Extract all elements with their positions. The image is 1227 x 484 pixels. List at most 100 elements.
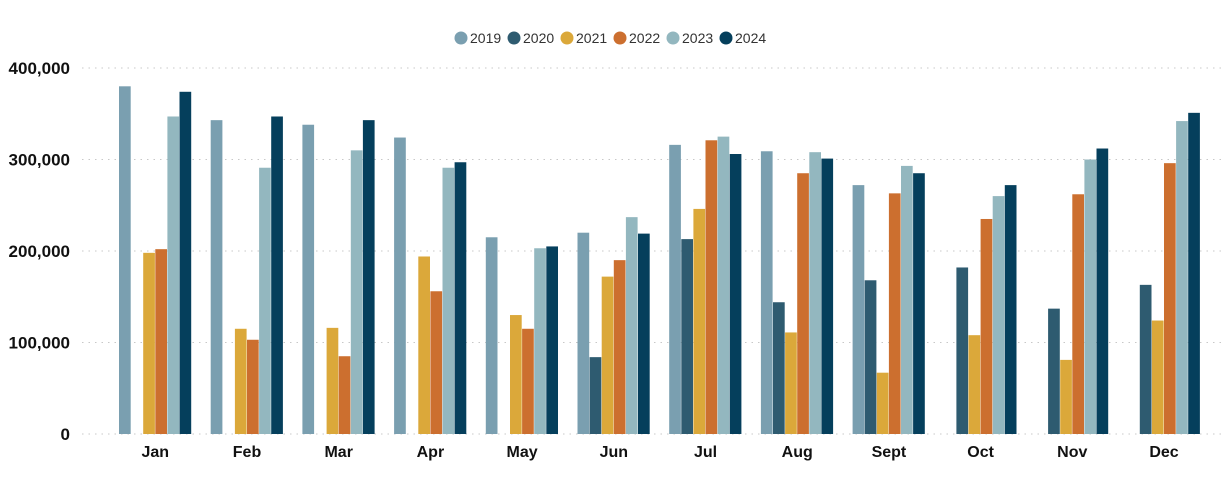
- bar-2024-jun[interactable]: [638, 233, 650, 434]
- bar-2023-aug[interactable]: [809, 152, 821, 434]
- bar-2022-may[interactable]: [522, 328, 534, 434]
- bar-2021-mar[interactable]: [326, 327, 339, 434]
- x-tick-label: Dec: [1149, 444, 1178, 461]
- bar-2024-feb[interactable]: [271, 116, 283, 435]
- bar-2020-nov[interactable]: [1048, 308, 1060, 434]
- bar-2023-feb[interactable]: [259, 167, 271, 435]
- bar-2024-nov[interactable]: [1096, 148, 1109, 434]
- bar-2021-dec[interactable]: [1151, 320, 1164, 434]
- bar-2022-sept[interactable]: [888, 193, 901, 434]
- bar-2024-dec[interactable]: [1188, 112, 1200, 435]
- legend-marker: [560, 31, 574, 45]
- bar-2022-nov[interactable]: [1072, 194, 1084, 434]
- bar-2020-dec[interactable]: [1139, 284, 1152, 434]
- bar-2021-jun[interactable]: [601, 276, 614, 434]
- bar-2023-sept[interactable]: [901, 165, 913, 434]
- legend-label: 2022: [629, 30, 660, 46]
- legend-marker: [454, 31, 468, 45]
- x-tick-label: Feb: [233, 444, 262, 461]
- legend-label: 2024: [735, 30, 766, 46]
- bar-2019-may[interactable]: [485, 237, 498, 434]
- bar-2024-jul[interactable]: [729, 154, 742, 434]
- bar-group-aug: [760, 151, 834, 434]
- bar-2021-feb[interactable]: [234, 328, 247, 434]
- y-tick-label: 300,000: [9, 151, 70, 170]
- bar-2023-nov[interactable]: [1084, 159, 1097, 435]
- legend-item-2021[interactable]: 2021: [560, 30, 608, 46]
- bar-2019-aug[interactable]: [760, 151, 773, 434]
- x-axis: Jan Feb Mar Apr May Jun Jul Aug Sept Oct Nov Dec: [142, 444, 1179, 461]
- bar-2023-jan[interactable]: [167, 116, 180, 435]
- legend-marker: [666, 31, 680, 45]
- bar-2020-aug[interactable]: [773, 302, 785, 434]
- y-tick-label: 100,000: [9, 334, 70, 353]
- bar-2019-apr[interactable]: [394, 137, 406, 435]
- bar-2021-jul[interactable]: [693, 208, 706, 434]
- bar-2020-jul[interactable]: [681, 239, 693, 434]
- legend-item-2022[interactable]: 2022: [613, 30, 661, 46]
- legend-label: 2020: [523, 30, 554, 46]
- bar-group-jun: [577, 217, 650, 434]
- bar-2023-dec[interactable]: [1176, 121, 1188, 434]
- legend-item-2019[interactable]: 2019: [454, 30, 502, 46]
- x-tick-label: Nov: [1057, 444, 1087, 461]
- bar-2023-jul[interactable]: [717, 136, 730, 434]
- bar-2022-oct[interactable]: [980, 218, 993, 434]
- bar-2019-jul[interactable]: [669, 144, 681, 435]
- bar-2020-jun[interactable]: [589, 357, 602, 434]
- bar-2022-jan[interactable]: [155, 249, 167, 434]
- bar-2021-may[interactable]: [510, 315, 522, 434]
- legend-marker: [613, 31, 627, 45]
- legend-marker: [507, 31, 521, 45]
- bar-2021-jan[interactable]: [143, 252, 155, 434]
- x-tick-label: Mar: [324, 444, 352, 461]
- bar-2023-jun[interactable]: [625, 217, 638, 434]
- bar-2024-oct[interactable]: [1004, 185, 1017, 434]
- bar-2023-apr[interactable]: [442, 167, 455, 435]
- bar-2022-aug[interactable]: [797, 173, 809, 434]
- bar-2022-jul[interactable]: [705, 140, 718, 434]
- x-tick-label: Jan: [142, 444, 170, 461]
- bar-2022-apr[interactable]: [430, 291, 443, 434]
- bar-2019-sept[interactable]: [852, 185, 865, 434]
- bar-group-jul: [669, 136, 742, 435]
- legend-item-2023[interactable]: 2023: [666, 30, 714, 46]
- legend-label: 2021: [576, 30, 607, 46]
- bar-2022-feb[interactable]: [247, 339, 259, 434]
- bar-group-mar: [302, 120, 375, 434]
- bar-2022-mar[interactable]: [338, 356, 351, 434]
- bar-2024-mar[interactable]: [362, 120, 375, 434]
- x-tick-label: Apr: [417, 444, 445, 461]
- bar-group-nov: [1048, 148, 1109, 435]
- bar-2021-sept[interactable]: [876, 372, 889, 434]
- bar-2024-may[interactable]: [546, 246, 558, 434]
- bar-2021-aug[interactable]: [785, 332, 797, 434]
- bar-2023-may[interactable]: [534, 248, 546, 434]
- x-tick-label: May: [507, 444, 538, 461]
- bar-2019-jun[interactable]: [577, 232, 590, 434]
- bar-2024-aug[interactable]: [821, 158, 834, 434]
- bar-2023-oct[interactable]: [992, 196, 1005, 434]
- bar-2021-apr[interactable]: [418, 256, 430, 434]
- bar-2020-sept[interactable]: [864, 280, 877, 434]
- legend-item-2024[interactable]: 2024: [719, 30, 767, 46]
- bar-2020-oct[interactable]: [956, 267, 969, 434]
- y-tick-label: 200,000: [9, 242, 70, 261]
- bar-2021-nov[interactable]: [1060, 359, 1072, 434]
- bar-2022-dec[interactable]: [1164, 163, 1176, 434]
- bar-2024-jan[interactable]: [179, 91, 192, 434]
- bar-2024-sept[interactable]: [913, 173, 925, 434]
- bar-2019-jan[interactable]: [119, 86, 131, 435]
- bar-2023-mar[interactable]: [350, 150, 363, 434]
- bar-2022-jun[interactable]: [613, 260, 626, 434]
- bar-group-apr: [394, 137, 467, 435]
- bar-2019-feb[interactable]: [210, 120, 223, 434]
- x-tick-label: Jul: [694, 444, 717, 461]
- legend-label: 2023: [682, 30, 713, 46]
- y-axis: 0 100,000 200,000 300,000 400,000: [9, 59, 70, 444]
- bar-2021-oct[interactable]: [968, 335, 981, 434]
- legend-item-2020[interactable]: 2020: [507, 30, 555, 46]
- x-tick-label: Sept: [872, 444, 907, 461]
- bar-2019-mar[interactable]: [302, 124, 315, 434]
- bar-2024-apr[interactable]: [454, 162, 467, 434]
